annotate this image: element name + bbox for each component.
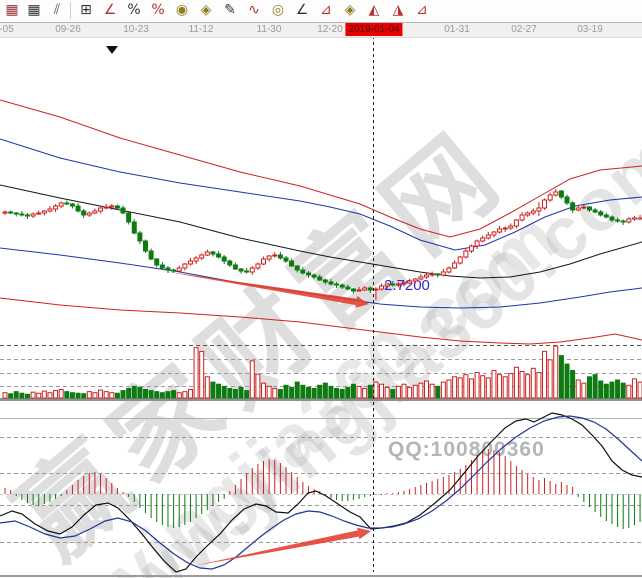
date-label: 03-19 [577, 24, 603, 35]
date-label: 01-31 [444, 24, 470, 35]
toolbar-button-tool-red-2-icon[interactable]: ◮ [392, 2, 404, 18]
toolbar-button-gold-angle-icon[interactable]: ◈ [344, 2, 356, 18]
date-label: 11-12 [188, 24, 214, 35]
toolbar-button-tool-red-1-icon[interactable]: ◭ [368, 2, 380, 18]
toolbar-button-scale-ruler-icon[interactable]: ⊞ [80, 2, 92, 18]
toolbar-button-angle-line-icon[interactable]: ∠ [295, 2, 309, 18]
date-label: 11-30 [256, 24, 282, 35]
date-label: 10-23 [123, 24, 149, 35]
toolbar-button-gold-section-lines-icon[interactable]: ◈ [200, 2, 212, 18]
toolbar-button-gold-section-circle-icon[interactable]: ◉ [175, 2, 189, 18]
date-axis: 09-05 09-26 10-23 11-12 11-30 12-202019-01-04… [0, 22, 642, 38]
date-label: 12-20 [317, 24, 343, 35]
date-label: 09-26 [55, 24, 81, 35]
toolbar: ▦ ▦ ⫽ ⊞ ∠%% ◉ ◈ ✎ ∿ ◎ ∠ ⊿ ◈ ◭ ◮ ⊿ [0, 0, 642, 23]
toolbar-button-draw-edit-icon[interactable]: ✎ [224, 2, 236, 18]
toolbar-button-tool-red-3-icon[interactable]: ⊿ [416, 2, 428, 18]
toolbar-button-gold-underline-icon[interactable]: ◎ [271, 2, 285, 18]
date-label-highlighted: 2019-01-04 [345, 23, 403, 36]
toolbar-button-grid-select-icon[interactable]: ▦ [27, 2, 41, 18]
toolbar-button-trendlines-icon[interactable]: ⫽ [53, 2, 61, 18]
date-label: 02-27 [511, 24, 537, 35]
toolbar-button-wave-tool-icon[interactable]: ∿ [248, 2, 260, 18]
toolbar-button-angle-line-red-icon[interactable]: ⊿ [320, 2, 332, 18]
date-label: 09-05 [0, 24, 14, 35]
toolbar-button-percent-retrace-icon[interactable]: % [151, 2, 165, 18]
toolbar-button-percent-icon[interactable]: % [127, 2, 141, 18]
toolbar-separator [70, 2, 71, 19]
toolbar-button-gann-percent-icon[interactable]: ∠ [103, 2, 117, 18]
toolbar-button-grid-red-icon[interactable]: ▦ [5, 2, 19, 18]
